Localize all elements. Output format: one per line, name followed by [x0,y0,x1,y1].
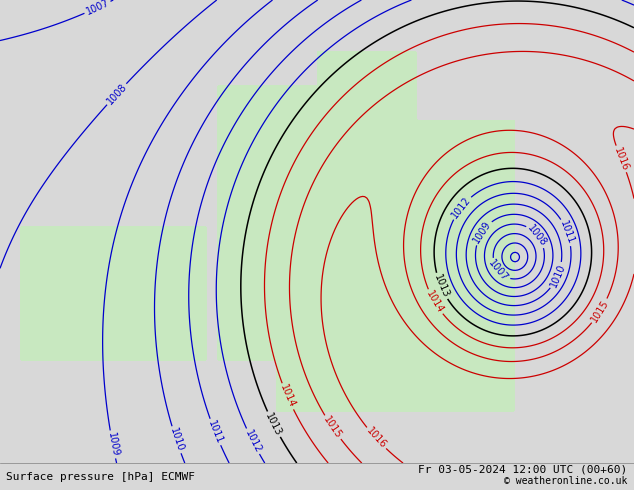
Text: 1016: 1016 [364,426,388,451]
Text: 1011: 1011 [559,219,576,245]
Text: 1013: 1013 [432,273,450,299]
Text: 1009: 1009 [471,220,493,245]
Text: 1010: 1010 [168,427,185,453]
Text: Surface pressure [hPa] ECMWF: Surface pressure [hPa] ECMWF [6,472,195,483]
Text: Fr 03-05-2024 12:00 UTC (00+60): Fr 03-05-2024 12:00 UTC (00+60) [418,465,628,474]
Text: 1010: 1010 [548,263,567,289]
Text: 1009: 1009 [105,432,120,458]
Text: 1016: 1016 [612,146,630,172]
Text: 1012: 1012 [450,195,473,220]
Text: 1007: 1007 [487,258,510,284]
Text: 1008: 1008 [105,82,129,106]
Text: 1014: 1014 [424,289,445,315]
Text: © weatheronline.co.uk: © weatheronline.co.uk [504,476,628,486]
Text: 1008: 1008 [526,223,549,248]
Text: 1013: 1013 [264,411,283,438]
Text: 1014: 1014 [278,383,297,410]
Text: 1011: 1011 [206,419,224,445]
Text: 1015: 1015 [321,415,344,441]
Text: 1012: 1012 [243,428,262,455]
Text: 1007: 1007 [84,0,111,17]
Text: 1015: 1015 [589,298,611,324]
